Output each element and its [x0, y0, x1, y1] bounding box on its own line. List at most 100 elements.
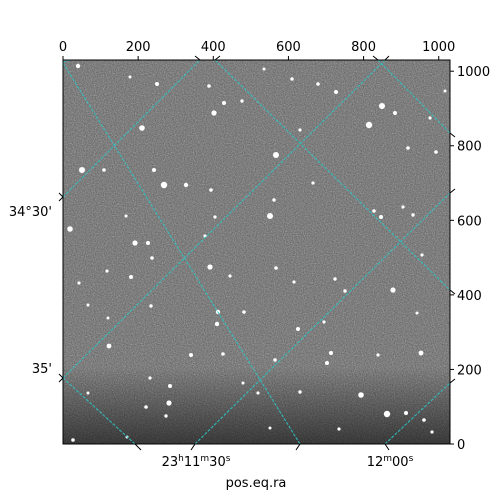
x-tick-label: 400: [201, 40, 226, 55]
star: [221, 352, 225, 356]
star: [168, 384, 172, 388]
star: [241, 381, 245, 385]
world-tick-mark: [384, 55, 390, 61]
world-tick-mark: [58, 196, 64, 202]
x-tick-label: 800: [351, 40, 376, 55]
star: [430, 430, 434, 434]
world-tick-mark: [449, 188, 456, 194]
x-tick-label: 0: [59, 40, 67, 55]
star: [105, 269, 109, 273]
star: [146, 241, 150, 245]
star: [102, 168, 106, 172]
world-tick-mark: [372, 55, 379, 61]
star: [415, 311, 419, 315]
star: [129, 275, 133, 279]
y-tick-label: 600: [457, 214, 482, 229]
star: [274, 266, 278, 270]
world-tick-mark: [449, 378, 456, 384]
x-tick-label: 1000: [422, 40, 455, 55]
star: [86, 303, 90, 307]
star: [290, 77, 294, 81]
dec-tick-label-1: 34°30': [9, 205, 52, 220]
star: [183, 182, 189, 188]
world-tick-mark: [134, 443, 142, 451]
star: [256, 391, 260, 395]
world-tick-mark: [58, 192, 64, 198]
grid-line: [63, 60, 201, 198]
star: [292, 280, 296, 284]
ra-tick-label-2: 12m00s: [367, 454, 414, 470]
world-tick-mark: [449, 132, 456, 138]
coordinate-grid: [63, 60, 450, 444]
star: [273, 152, 279, 158]
star: [334, 90, 338, 94]
star: [268, 426, 272, 430]
star: [106, 316, 110, 320]
star: [211, 110, 217, 116]
image-panel: [63, 60, 450, 444]
star: [139, 125, 145, 131]
star: [166, 400, 172, 406]
star: [273, 358, 277, 362]
y-tick-label: 800: [457, 140, 482, 155]
star: [207, 84, 211, 88]
star: [311, 181, 315, 185]
star: [160, 181, 168, 189]
star: [242, 310, 246, 314]
star: [325, 361, 329, 365]
star: [316, 82, 320, 86]
star: [77, 281, 81, 285]
world-tick-mark: [295, 443, 301, 451]
star: [132, 240, 138, 246]
y-tick-label: 0: [457, 438, 465, 453]
star: [376, 353, 380, 357]
grid-line: [63, 60, 386, 379]
pixel-x-axis-top: 0 200 400 600 800 1000: [59, 40, 455, 60]
star: [418, 350, 424, 356]
y-tick-label: 400: [457, 289, 482, 304]
star: [267, 213, 273, 219]
star: [213, 215, 217, 219]
star: [296, 327, 300, 331]
world-tick-mark: [58, 377, 64, 383]
x-axis-title: pos.eq.ra: [226, 476, 287, 491]
pixel-y-axis-right: 0 200 400 600 800 1000: [450, 65, 490, 453]
grid-line: [384, 382, 450, 444]
star: [155, 82, 159, 86]
star: [262, 67, 266, 71]
star: [422, 418, 426, 422]
star: [79, 167, 85, 173]
star: [379, 103, 385, 109]
world-tick-mark: [58, 373, 64, 379]
star: [148, 376, 152, 380]
world-tick-mark: [384, 443, 390, 451]
world-tick-mark: [449, 289, 456, 295]
world-tick-mark: [190, 443, 196, 451]
star: [428, 116, 432, 120]
grid-line: [63, 377, 136, 444]
star: [358, 392, 364, 398]
star: [86, 391, 90, 395]
star: [207, 264, 213, 270]
star: [365, 121, 373, 129]
star: [149, 304, 153, 308]
star: [75, 63, 81, 69]
star: [189, 353, 193, 357]
star: [443, 89, 447, 93]
star: [337, 427, 341, 431]
star: [298, 390, 302, 394]
star: [298, 128, 302, 132]
star: [272, 198, 276, 202]
star: [209, 188, 213, 192]
star: [71, 438, 75, 442]
star: [379, 215, 383, 219]
stars-layer: [67, 63, 447, 442]
star: [322, 320, 326, 324]
star: [411, 213, 415, 217]
star: [420, 253, 424, 257]
grid-line: [214, 60, 450, 291]
star: [390, 287, 396, 293]
grid-line: [194, 192, 450, 444]
ra-tick-label-1: 23h11m30s: [162, 454, 231, 470]
world-axis-ticks: [58, 55, 456, 451]
